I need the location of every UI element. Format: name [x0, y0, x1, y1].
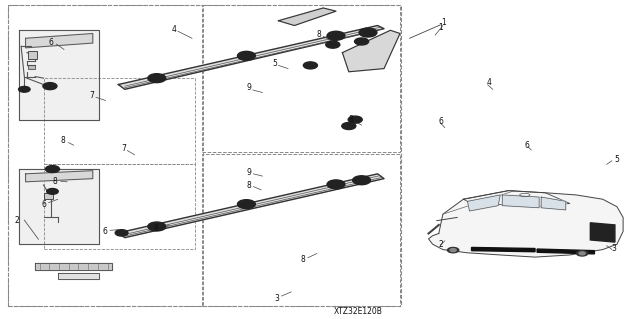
- Text: 8: 8: [301, 256, 305, 264]
- Text: 5: 5: [272, 59, 277, 68]
- Bar: [44, 78, 195, 164]
- Text: 2: 2: [438, 240, 443, 249]
- Ellipse shape: [43, 83, 57, 90]
- Text: 1: 1: [442, 19, 446, 27]
- Ellipse shape: [342, 122, 356, 130]
- Bar: [44, 164, 195, 249]
- Text: 6: 6: [102, 227, 108, 236]
- Ellipse shape: [450, 249, 456, 252]
- Text: 3: 3: [611, 244, 616, 253]
- Text: 1: 1: [438, 23, 443, 32]
- Ellipse shape: [348, 116, 362, 123]
- Text: 6: 6: [438, 117, 444, 126]
- Text: 8: 8: [61, 137, 65, 145]
- Ellipse shape: [45, 166, 60, 173]
- Text: 7: 7: [90, 91, 95, 100]
- Polygon shape: [429, 191, 623, 257]
- Ellipse shape: [148, 74, 166, 83]
- Text: 8: 8: [154, 224, 158, 233]
- Ellipse shape: [327, 180, 345, 189]
- Polygon shape: [118, 26, 384, 89]
- Text: 5: 5: [614, 155, 620, 164]
- Ellipse shape: [327, 31, 345, 40]
- Text: 6: 6: [525, 141, 530, 150]
- Ellipse shape: [359, 28, 377, 37]
- Polygon shape: [35, 263, 112, 270]
- Bar: [202, 154, 400, 306]
- Ellipse shape: [579, 252, 585, 255]
- Text: 2: 2: [14, 216, 19, 225]
- Polygon shape: [502, 195, 539, 208]
- Text: 6: 6: [42, 200, 47, 209]
- Bar: [8, 5, 401, 306]
- Text: 7: 7: [122, 144, 127, 153]
- Ellipse shape: [115, 230, 128, 236]
- Polygon shape: [472, 248, 535, 252]
- Ellipse shape: [148, 222, 166, 231]
- Polygon shape: [590, 223, 615, 242]
- Polygon shape: [342, 30, 400, 72]
- Polygon shape: [26, 33, 93, 48]
- Text: 4: 4: [172, 25, 177, 34]
- Ellipse shape: [447, 248, 459, 253]
- Polygon shape: [541, 197, 566, 210]
- Ellipse shape: [355, 38, 369, 45]
- Bar: [202, 5, 400, 152]
- Ellipse shape: [237, 200, 255, 209]
- Text: 8: 8: [52, 177, 57, 186]
- Bar: [28, 51, 37, 59]
- Bar: [44, 193, 53, 199]
- Ellipse shape: [577, 251, 588, 256]
- Polygon shape: [19, 30, 99, 120]
- Text: 4: 4: [486, 78, 492, 87]
- Polygon shape: [467, 195, 500, 211]
- Bar: [28, 65, 35, 69]
- Ellipse shape: [47, 189, 58, 194]
- Ellipse shape: [237, 51, 255, 60]
- Polygon shape: [537, 249, 595, 254]
- Text: 9: 9: [246, 168, 252, 177]
- Text: 8: 8: [246, 181, 251, 189]
- Polygon shape: [118, 174, 384, 238]
- Ellipse shape: [353, 176, 371, 185]
- Text: 6: 6: [49, 38, 54, 47]
- Bar: [8, 5, 203, 306]
- Polygon shape: [278, 8, 336, 26]
- Text: XTZ32E120B: XTZ32E120B: [334, 307, 383, 315]
- Polygon shape: [58, 273, 99, 279]
- Ellipse shape: [19, 86, 30, 92]
- Polygon shape: [26, 171, 93, 182]
- Text: 8: 8: [317, 30, 321, 39]
- Text: 8: 8: [349, 115, 353, 124]
- Ellipse shape: [303, 62, 317, 69]
- Polygon shape: [19, 169, 99, 244]
- Text: 9: 9: [246, 83, 252, 92]
- Ellipse shape: [326, 41, 340, 48]
- Text: 3: 3: [274, 294, 279, 303]
